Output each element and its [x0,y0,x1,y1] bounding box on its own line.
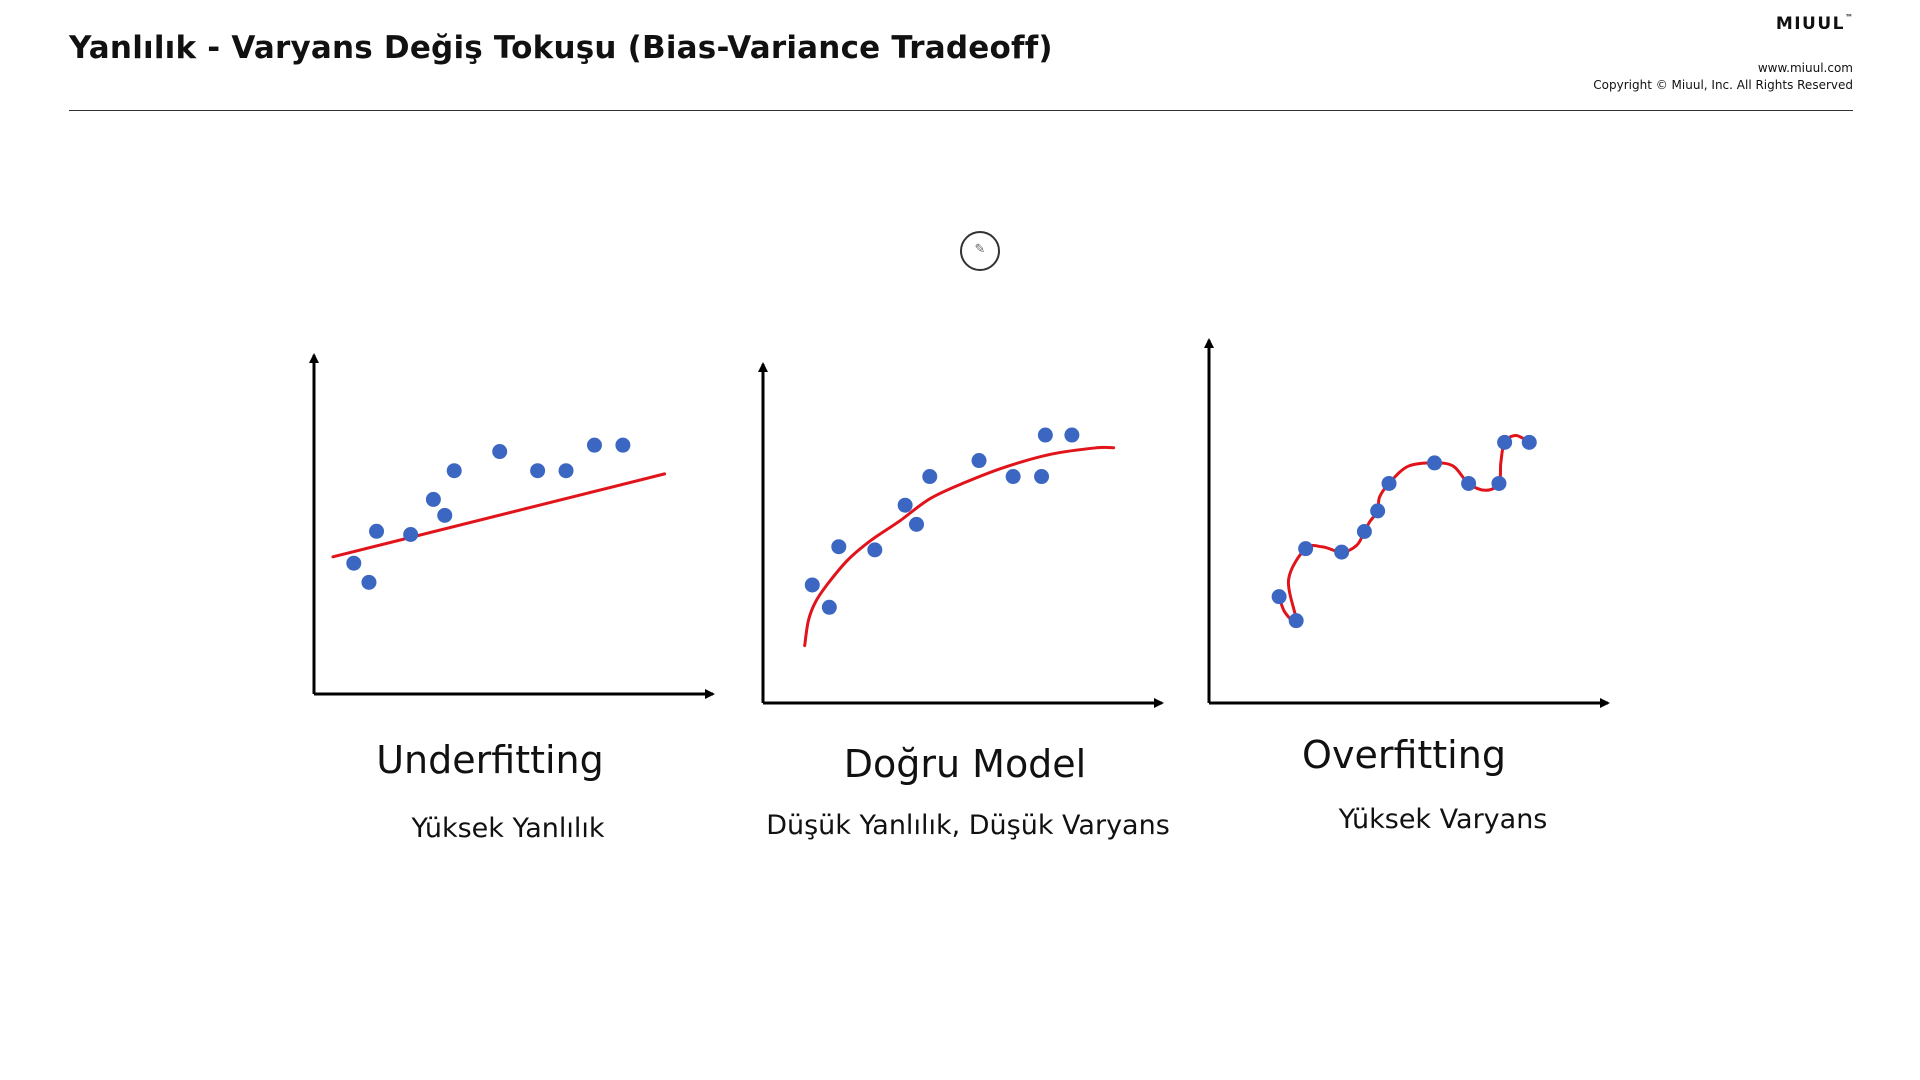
underfitting-data-point-6 [437,507,453,523]
dogru-model-data-point-11 [1037,427,1053,443]
dogru-model-data-point-8 [971,453,987,469]
underfitting-fit-line [331,472,667,559]
underfitting-data-point-3 [369,523,385,539]
overfitting-plot [1204,338,1610,708]
panel-dogru-model: Doğru Model Düşük Yanlılık, Düşük Varyan… [758,362,1170,841]
dogru-model-data-point-2 [821,599,837,615]
overfitting-fit-curve [1277,434,1531,624]
dogru-model-data-point-1 [804,577,820,593]
overfitting-data-point-9 [1461,475,1477,491]
underfitting-data-point-2 [361,574,377,590]
overfitting-data-point-8 [1427,455,1443,471]
underfitting-plot [309,353,715,699]
overfitting-data-point-6 [1370,503,1386,519]
dogru-model-data-point-12 [1064,427,1080,443]
overfitting-title: Overfitting [1302,733,1506,777]
overfitting-data-point-4 [1334,544,1350,560]
underfitting-data-point-4 [403,527,419,542]
underfitting-subtitle: Yüksek Yanlılık [410,813,604,844]
dogru-model-subtitle: Düşük Yanlılık, Düşük Varyans [766,810,1170,841]
underfitting-data-point-12 [615,437,631,453]
dogru-model-data-point-3 [831,539,847,555]
underfitting-data-point-1 [346,555,362,571]
underfitting-data-point-7 [446,463,462,479]
dogru-model-data-point-6 [908,516,924,532]
dogru-model-data-point-9 [1005,469,1021,485]
dogru-model-data-point-7 [922,469,938,485]
overfitting-data-point-12 [1521,434,1537,450]
trademark-mark: ™ [1845,13,1853,23]
brand-url[interactable]: www.miuul.com [1757,61,1853,75]
brand-block: MIUUL™ www.miuul.com Copyright © Miuul, … [1593,13,1853,94]
copyright-text: Copyright © Miuul, Inc. All Rights Reser… [1593,78,1853,92]
panel-underfitting: Underfitting Yüksek Yanlılık [309,353,715,844]
overfitting-data-point-5 [1356,524,1372,539]
overfitting-subtitle: Yüksek Varyans [1338,804,1548,835]
overfitting-data-point-3 [1298,541,1314,557]
pencil-cursor-icon[interactable]: ✎ [960,231,1000,271]
dogru-model-data-point-10 [1034,469,1050,485]
overfitting-data-point-2 [1288,613,1304,629]
panel-overfitting: Overfitting Yüksek Varyans [1204,338,1610,835]
overfitting-data-point-11 [1497,434,1513,450]
overfitting-data-point-7 [1381,475,1397,491]
header-divider [69,110,1853,111]
underfitting-data-point-8 [492,444,508,460]
underfitting-data-point-5 [425,491,441,507]
brand-logo: MIUUL™ [1593,13,1853,34]
dogru-model-title: Doğru Model [844,742,1087,786]
overfitting-data-point-1 [1271,589,1287,605]
dogru-model-data-point-4 [867,542,883,558]
dogru-model-data-point-5 [897,497,913,513]
brand-name: MIUUL [1775,14,1845,34]
overfitting-data-point-10 [1491,475,1507,491]
underfitting-title: Underfitting [376,738,604,782]
underfitting-data-point-10 [558,463,574,479]
dogru-model-plot [758,362,1164,708]
dogru-model-fit-curve [803,445,1116,648]
underfitting-data-point-9 [530,463,546,479]
underfitting-data-point-11 [586,437,602,453]
slide-title: Yanlılık - Varyans Değiş Tokuşu (Bias-Va… [69,30,1053,66]
